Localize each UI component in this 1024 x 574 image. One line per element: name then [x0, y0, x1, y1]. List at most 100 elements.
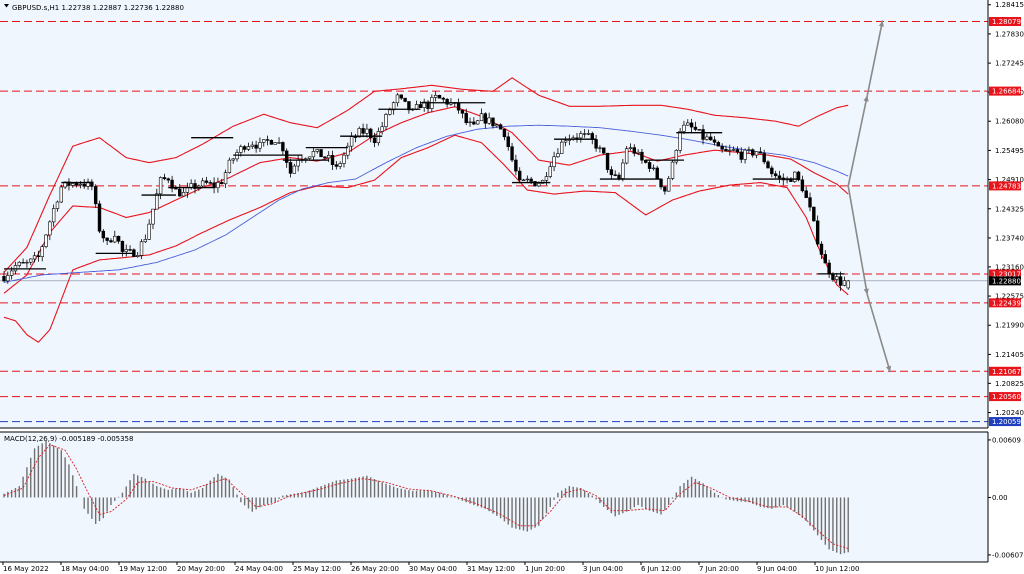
candle-bear	[716, 142, 721, 147]
candle-bull	[624, 148, 629, 164]
candle-bear	[472, 121, 476, 125]
candle-bull	[51, 208, 56, 223]
candle-bear	[766, 161, 770, 169]
candle-bear	[82, 183, 86, 187]
arrow-head	[863, 288, 869, 295]
price-axis-ticks: 1.284151.278301.272451.266601.260801.254…	[988, 1, 1024, 417]
macd-plot-background	[0, 432, 988, 562]
candle-bull	[246, 146, 251, 150]
candle-bear	[602, 147, 606, 154]
candle-bear	[533, 181, 537, 187]
candle-bull	[151, 208, 155, 225]
candle-bear	[517, 170, 522, 181]
candle-bull	[678, 131, 682, 151]
candle-bull	[560, 141, 564, 154]
candle-bull	[250, 144, 254, 147]
candle-bear	[506, 136, 510, 148]
candle-bear	[594, 139, 598, 149]
level-label: 1.22439	[992, 299, 1021, 307]
candle-bull	[540, 180, 545, 184]
candle-bear	[773, 173, 778, 177]
candle-bear	[265, 139, 270, 141]
candle-bear	[281, 142, 285, 152]
candle-bear	[697, 129, 701, 131]
candle-bull	[586, 133, 591, 135]
bollinger-middle-line	[3, 106, 849, 294]
time-axis-ticks: 16 May 2022 18 May 04:00 19 May 12:00 20 Ma…	[2, 562, 859, 573]
candle-bear	[762, 152, 766, 163]
candle-bear	[441, 97, 445, 100]
time-tick-label: 10 Jun 12:00	[815, 565, 859, 573]
candle-bear	[288, 162, 293, 174]
candle-bear	[770, 167, 774, 175]
candle-bull	[147, 223, 151, 240]
candle-bull	[40, 246, 44, 258]
level-label-box	[989, 86, 1021, 96]
candle-bear	[21, 262, 25, 264]
price-tick-label: 1.23160	[995, 263, 1024, 271]
candle-bull	[139, 241, 144, 256]
candle-bear	[609, 169, 614, 176]
macd-tick-label: -0.006077	[992, 551, 1024, 559]
candle-bull	[686, 122, 690, 126]
candle-bull	[315, 149, 319, 152]
main-plot-background	[0, 0, 988, 428]
candle-bear	[831, 273, 835, 280]
time-tick-label: 30 May 04:00	[409, 565, 457, 573]
candle-bull	[13, 265, 18, 272]
macd-label: MACD(12,26,9) -0.005189 -0.005358	[4, 435, 133, 443]
candle-bear	[399, 94, 403, 99]
candle-bull	[262, 139, 266, 143]
candle-bull	[384, 114, 388, 128]
projection-arrow	[866, 294, 892, 373]
price-tick-label: 1.28415	[995, 1, 1024, 9]
candle-bear	[284, 150, 289, 163]
candle-bear	[812, 206, 816, 222]
candle-bear	[800, 179, 805, 192]
candle-bear	[640, 151, 644, 161]
candle-bull	[793, 171, 797, 182]
candle-bull	[200, 180, 205, 187]
candle-bull	[682, 124, 686, 132]
candle-bull	[55, 201, 60, 209]
candle-bear	[334, 164, 339, 167]
candle-bull	[307, 156, 312, 159]
candle-bull	[705, 136, 709, 140]
level-label-box	[989, 392, 1021, 402]
candle-bear	[254, 144, 258, 149]
price-tick-label: 1.20240	[995, 409, 1024, 417]
chevron-down-icon[interactable]	[4, 4, 9, 8]
candle-bull	[468, 121, 472, 124]
candle-bull	[414, 104, 419, 110]
candle-bear	[403, 97, 407, 102]
candle-bear	[701, 129, 705, 140]
candle-bear	[502, 128, 507, 138]
candle-bull	[747, 149, 751, 151]
candle-bear	[361, 128, 365, 134]
price-tick-label: 1.20825	[995, 380, 1024, 388]
arrow-head	[878, 20, 884, 27]
candle-bull	[189, 183, 193, 188]
symbol-header: GBPUSD.s,H1 1.22738 1.22887 1.22736 1.22…	[12, 4, 184, 12]
candle-bear	[529, 178, 533, 182]
candle-bear	[174, 188, 178, 190]
candle-bear	[724, 148, 728, 152]
candle-bull	[124, 249, 128, 252]
price-tick-label: 1.27245	[995, 60, 1024, 68]
candle-bear	[464, 112, 468, 124]
candle-bear	[319, 149, 323, 158]
candle-bull	[846, 280, 850, 289]
moving-average-line	[3, 124, 849, 283]
level-label-box	[989, 417, 1021, 427]
price-tick-label: 1.26080	[995, 118, 1024, 126]
candle-bull	[346, 145, 350, 156]
time-tick-label: 26 May 20:00	[351, 565, 399, 573]
candle-bear	[269, 139, 274, 145]
macd-signal-line	[3, 444, 849, 549]
candle-bear	[193, 183, 197, 189]
candle-bear	[116, 235, 121, 242]
candle-bear	[647, 162, 652, 169]
candle-bear	[445, 98, 449, 105]
candle-bear	[2, 276, 6, 282]
